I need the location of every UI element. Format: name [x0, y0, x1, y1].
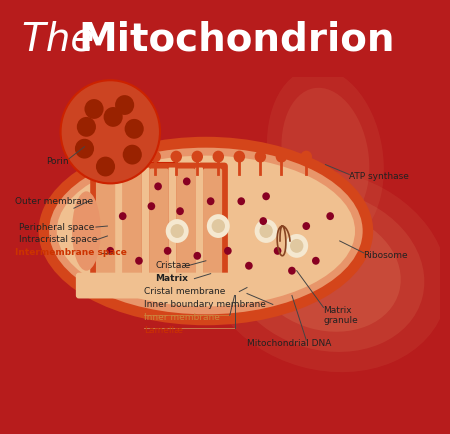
FancyBboxPatch shape: [171, 163, 201, 289]
FancyBboxPatch shape: [96, 168, 115, 283]
Circle shape: [245, 262, 253, 270]
Circle shape: [176, 207, 184, 215]
Circle shape: [224, 247, 232, 255]
Text: Lamellæ: Lamellæ: [144, 326, 183, 335]
Circle shape: [255, 151, 266, 163]
Circle shape: [288, 267, 296, 275]
Text: Peripheral space: Peripheral space: [19, 223, 95, 232]
Circle shape: [96, 157, 115, 177]
FancyBboxPatch shape: [142, 168, 149, 285]
Ellipse shape: [281, 88, 369, 225]
Ellipse shape: [267, 68, 384, 245]
Circle shape: [259, 217, 267, 225]
FancyBboxPatch shape: [203, 168, 222, 283]
Circle shape: [302, 222, 310, 230]
Text: Inner boundary membrane: Inner boundary membrane: [144, 300, 266, 309]
Circle shape: [171, 151, 182, 163]
Circle shape: [77, 117, 96, 137]
Ellipse shape: [72, 191, 101, 271]
FancyBboxPatch shape: [195, 168, 203, 285]
FancyBboxPatch shape: [144, 163, 174, 289]
Circle shape: [290, 239, 303, 253]
Circle shape: [119, 212, 126, 220]
Ellipse shape: [234, 174, 340, 288]
FancyBboxPatch shape: [176, 168, 195, 283]
Circle shape: [234, 151, 245, 163]
Circle shape: [274, 247, 281, 255]
FancyBboxPatch shape: [149, 168, 169, 283]
Circle shape: [61, 80, 160, 184]
Circle shape: [164, 247, 171, 255]
Text: Matrix
granule: Matrix granule: [324, 306, 358, 325]
Circle shape: [85, 99, 104, 119]
Circle shape: [107, 247, 114, 255]
Circle shape: [128, 151, 140, 163]
Text: Mitochondrion: Mitochondrion: [79, 20, 395, 59]
Circle shape: [207, 214, 230, 238]
Text: Cristaæ: Cristaæ: [155, 261, 190, 270]
Circle shape: [238, 197, 245, 205]
Text: Inner membrane: Inner membrane: [144, 313, 220, 322]
Circle shape: [171, 224, 184, 238]
Circle shape: [154, 182, 162, 191]
Ellipse shape: [226, 189, 424, 352]
Text: Outer membrane: Outer membrane: [15, 197, 93, 206]
Circle shape: [312, 257, 320, 265]
Text: Cristal membrane: Cristal membrane: [144, 287, 225, 296]
Text: Intermembrane space: Intermembrane space: [15, 248, 126, 257]
Circle shape: [207, 197, 215, 205]
Circle shape: [255, 219, 278, 243]
Ellipse shape: [250, 210, 401, 332]
Circle shape: [285, 234, 308, 258]
Circle shape: [212, 151, 224, 163]
Text: Mitochondrial DNA: Mitochondrial DNA: [247, 339, 331, 348]
Ellipse shape: [49, 148, 363, 314]
Circle shape: [194, 252, 201, 260]
Circle shape: [166, 219, 189, 243]
FancyBboxPatch shape: [123, 168, 142, 283]
FancyBboxPatch shape: [169, 168, 176, 285]
Circle shape: [262, 192, 270, 200]
Text: Intracristal space: Intracristal space: [19, 235, 98, 244]
Circle shape: [75, 139, 94, 158]
Circle shape: [125, 119, 144, 139]
Ellipse shape: [57, 156, 355, 306]
Circle shape: [135, 257, 143, 265]
Text: Ribosome: Ribosome: [364, 251, 408, 260]
Text: ATP synthase: ATP synthase: [349, 172, 409, 181]
Ellipse shape: [39, 137, 373, 325]
Circle shape: [104, 107, 123, 127]
Text: Matrix: Matrix: [155, 274, 188, 283]
Circle shape: [115, 95, 134, 115]
Circle shape: [123, 145, 142, 164]
Ellipse shape: [203, 169, 448, 372]
Circle shape: [259, 224, 273, 238]
Text: The: The: [22, 20, 107, 59]
FancyBboxPatch shape: [76, 273, 244, 299]
Circle shape: [148, 202, 155, 210]
Circle shape: [212, 219, 225, 233]
FancyBboxPatch shape: [90, 163, 121, 289]
Circle shape: [192, 151, 203, 163]
Text: Porin: Porin: [46, 157, 69, 166]
FancyBboxPatch shape: [197, 163, 228, 289]
FancyBboxPatch shape: [117, 163, 148, 289]
Circle shape: [301, 151, 312, 163]
Circle shape: [183, 178, 191, 185]
FancyBboxPatch shape: [115, 168, 123, 285]
Circle shape: [149, 151, 161, 163]
Circle shape: [326, 212, 334, 220]
Circle shape: [276, 151, 287, 163]
